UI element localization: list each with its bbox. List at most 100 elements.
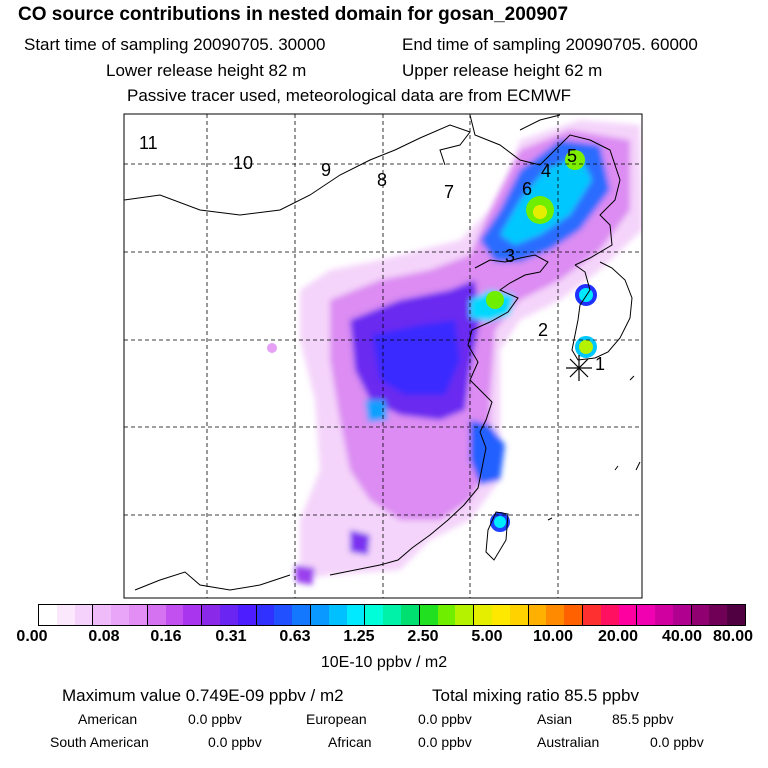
colorbar-swatch xyxy=(183,605,203,625)
region-value-american: 0.0 ppbv xyxy=(188,711,242,727)
colorbar-swatch xyxy=(709,605,728,625)
sw-purple-spot xyxy=(295,565,315,585)
colorbar-tick: 80.00 xyxy=(712,628,754,645)
region-name-south-american: South American xyxy=(50,734,149,750)
colorbar-tick: 10.00 xyxy=(532,628,574,645)
region-value-south-american: 0.0 ppbv xyxy=(208,734,262,750)
colorbar-swatch xyxy=(165,605,184,625)
colorbar-swatch xyxy=(727,605,746,625)
start-time: Start time of sampling 20090705. 30000 xyxy=(24,35,326,54)
grid-lines xyxy=(124,114,642,598)
colorbar-swatch xyxy=(419,605,438,625)
colorbar-swatch xyxy=(128,605,148,625)
region-value-asian: 85.5 ppbv xyxy=(612,711,674,727)
lower-release-height: Lower release height 82 m xyxy=(106,61,307,80)
traj-label-1: 1 xyxy=(595,354,605,374)
traj-label-4: 4 xyxy=(541,161,551,181)
colorbar-swatch xyxy=(346,605,366,625)
upper-release-height: Upper release height 62 m xyxy=(402,61,603,80)
hotspot-north xyxy=(565,150,585,170)
colorbar xyxy=(38,604,746,626)
inland-blue-spot xyxy=(365,400,388,422)
coastlines xyxy=(124,114,641,591)
traj-label-5: 5 xyxy=(567,146,577,166)
receptor-marker xyxy=(566,355,592,381)
traj-label-3: 3 xyxy=(505,246,515,266)
traj-label-2: 2 xyxy=(538,320,548,340)
colorbar-tick: 40.00 xyxy=(661,628,703,645)
colorbar-swatch xyxy=(202,605,220,625)
colorbar-swatch xyxy=(310,605,329,625)
colorbar-swatch xyxy=(618,605,638,625)
hotspot-korea-north xyxy=(575,284,597,306)
taiwan-coastline xyxy=(485,511,509,561)
colorbar-swatch xyxy=(637,605,656,625)
colorbar-units: 10E-10 ppbv / m2 xyxy=(320,654,448,671)
colorbar-swatch xyxy=(455,605,475,625)
colorbar-swatch xyxy=(56,605,75,625)
max-value: Maximum value 0.749E-09 ppbv / m2 xyxy=(62,686,344,705)
colorbar-swatch xyxy=(474,605,492,625)
colorbar-swatch xyxy=(111,605,129,625)
traj-label-7: 7 xyxy=(444,182,454,202)
colorbar-swatch xyxy=(691,605,710,625)
mongolia-border xyxy=(124,124,471,216)
colorbar-swatch xyxy=(672,605,692,625)
region-name-european: European xyxy=(306,711,367,727)
islands xyxy=(547,375,641,521)
colorbar-swatch xyxy=(292,605,311,625)
region-value-african: 0.0 ppbv xyxy=(418,734,472,750)
south-purple-spot xyxy=(350,530,370,555)
total-mixing-ratio: Total mixing ratio 85.5 ppbv xyxy=(432,686,639,705)
colorbar-tick: 20.00 xyxy=(597,628,639,645)
colorbar-tick: 0.08 xyxy=(88,628,120,645)
coast-blue xyxy=(470,420,505,485)
south-border xyxy=(134,571,291,591)
korea-coastline xyxy=(571,261,633,361)
colorbar-swatch xyxy=(546,605,565,625)
core-blue xyxy=(372,320,460,395)
hotspot-shandong xyxy=(486,291,504,309)
colorbar-swatch xyxy=(383,605,401,625)
traj-label-10: 10 xyxy=(233,153,253,173)
colorbar-swatch xyxy=(528,605,547,625)
colorbar-swatch xyxy=(256,605,275,625)
traj-label-11: 11 xyxy=(139,133,158,153)
colorbar-swatch xyxy=(74,605,94,625)
map-frame xyxy=(123,113,643,599)
colorbar-swatch xyxy=(93,605,112,625)
colorbar-swatch xyxy=(147,605,166,625)
colorbar-tick: 0.63 xyxy=(279,628,311,645)
china-coastline xyxy=(329,254,549,576)
colorbar-swatch xyxy=(400,605,420,625)
colorbar-swatch xyxy=(237,605,257,625)
colorbar-swatch xyxy=(365,605,384,625)
colorbar-swatch xyxy=(328,605,347,625)
colorbar-swatch xyxy=(600,605,619,625)
region-name-african: African xyxy=(328,734,372,750)
trajectory-labels: 1 2 3 4 5 6 7 8 9 10 11 xyxy=(139,133,605,374)
colorbar-swatch xyxy=(491,605,510,625)
figure-title: CO source contributions in nested domain… xyxy=(18,4,569,25)
north-coast-fragment xyxy=(519,114,561,131)
colorbar-tick: 0.31 xyxy=(215,628,247,645)
colorbar-swatch xyxy=(274,605,293,625)
region-name-australian: Australian xyxy=(537,734,600,750)
colorbar-swatch xyxy=(564,605,583,625)
colorbar-swatch xyxy=(219,605,238,625)
haze-west-spot xyxy=(267,343,277,353)
colorbar-tick: 5.00 xyxy=(471,628,503,645)
colorbar-swatch xyxy=(39,605,57,625)
region-name-asian: Asian xyxy=(537,711,573,727)
colorbar-tick: 0.16 xyxy=(150,628,182,645)
tracer-note: Passive tracer used, meteorological data… xyxy=(127,86,572,105)
region-value-australian: 0.0 ppbv xyxy=(650,734,704,750)
region-name-american: American xyxy=(78,711,138,727)
hotspot-korea-south xyxy=(575,336,597,358)
manchuria-border xyxy=(469,114,621,266)
colorbar-tick: 0.00 xyxy=(16,628,48,645)
colorbar-tick: 2.50 xyxy=(407,628,439,645)
traj-label-6: 6 xyxy=(522,179,532,199)
colorbar-swatch xyxy=(509,605,529,625)
